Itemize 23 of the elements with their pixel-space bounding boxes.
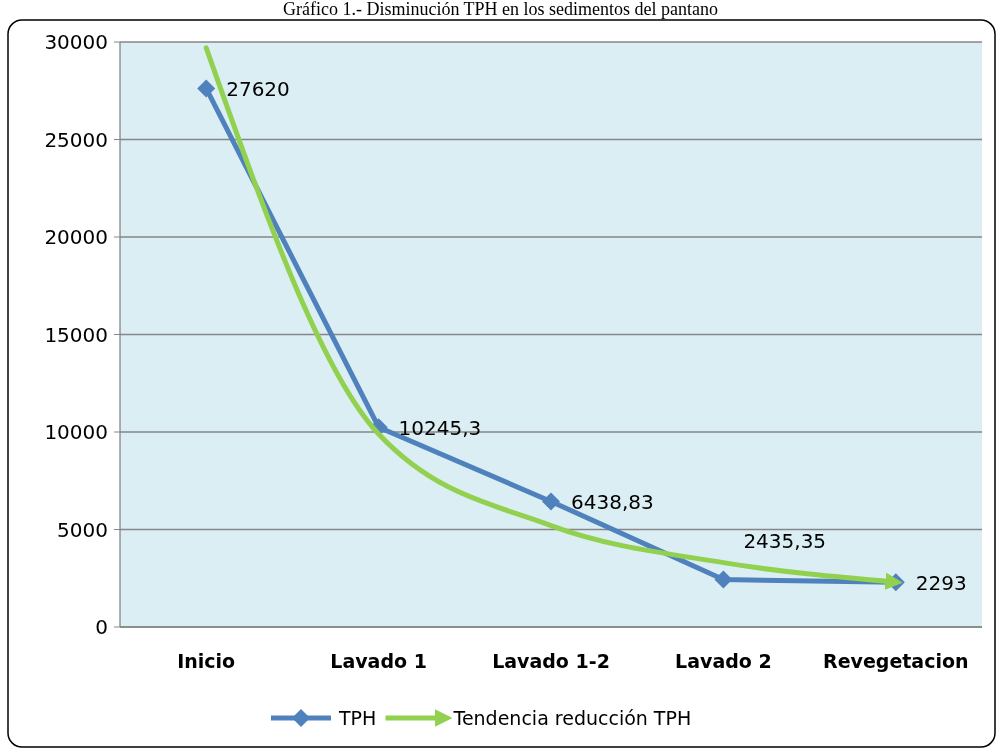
y-tick-label: 0	[95, 615, 108, 639]
x-tick-label: Revegetacion	[823, 650, 969, 672]
y-tick-label: 15000	[44, 322, 108, 347]
legend-label: Tendencia reducción TPH	[452, 706, 692, 729]
x-tick-label: Lavado 2	[675, 650, 772, 672]
data-label: 2435,35	[743, 528, 827, 553]
point	[197, 79, 216, 98]
data-label: 10245,3	[398, 416, 482, 441]
data-label: 27620	[226, 77, 290, 102]
x-tick-label: Lavado 1	[330, 650, 427, 672]
legend-label: TPH	[338, 706, 377, 729]
y-tick-label: 5000	[57, 517, 108, 542]
point	[542, 492, 560, 511]
y-tick-label: 10000	[44, 420, 108, 444]
y-tick-label: 25000	[44, 127, 108, 152]
y-tick-label: 20000	[44, 225, 108, 249]
chart-title: Gráfico 1.- Disminución TPH en los sedimentos del pantano	[282, 0, 719, 19]
x-tick-label: Inicio	[177, 650, 236, 672]
data-label: 6438,83	[571, 490, 654, 515]
y-tick-label: 30000	[44, 30, 108, 54]
point	[714, 570, 733, 589]
x-tick-label: Lavado 1-2	[492, 650, 610, 672]
data-label: 2293	[915, 571, 967, 596]
